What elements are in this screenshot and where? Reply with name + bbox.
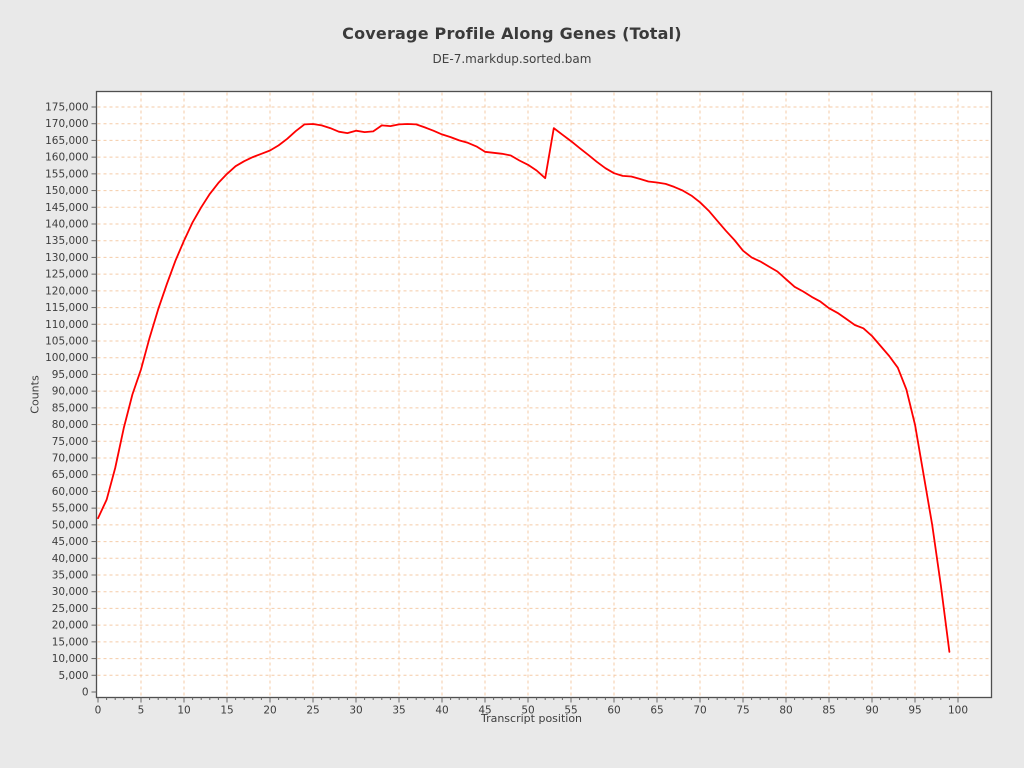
svg-text:150,000: 150,000 xyxy=(45,185,88,197)
svg-text:155,000: 155,000 xyxy=(45,168,88,180)
svg-text:130,000: 130,000 xyxy=(45,252,88,264)
svg-text:135,000: 135,000 xyxy=(45,235,88,247)
svg-text:100: 100 xyxy=(948,705,968,717)
svg-text:175,000: 175,000 xyxy=(45,102,88,114)
svg-text:125,000: 125,000 xyxy=(45,269,88,281)
svg-text:45: 45 xyxy=(478,705,491,717)
svg-text:140,000: 140,000 xyxy=(45,219,88,231)
svg-text:170,000: 170,000 xyxy=(45,118,88,130)
svg-text:15: 15 xyxy=(220,705,233,717)
svg-text:40,000: 40,000 xyxy=(52,553,89,565)
svg-text:90,000: 90,000 xyxy=(52,386,89,398)
svg-text:115,000: 115,000 xyxy=(45,302,88,314)
svg-text:80,000: 80,000 xyxy=(52,419,89,431)
svg-text:35: 35 xyxy=(392,705,405,717)
svg-text:30,000: 30,000 xyxy=(52,586,89,598)
svg-text:70: 70 xyxy=(693,705,706,717)
svg-text:85,000: 85,000 xyxy=(52,402,89,414)
svg-text:0: 0 xyxy=(82,687,89,699)
svg-text:65: 65 xyxy=(650,705,663,717)
svg-text:70,000: 70,000 xyxy=(52,453,89,465)
svg-text:105,000: 105,000 xyxy=(45,336,88,348)
svg-text:75,000: 75,000 xyxy=(52,436,89,448)
svg-text:60: 60 xyxy=(607,705,620,717)
chart-subtitle: DE-7.markdup.sorted.bam xyxy=(432,52,592,66)
svg-text:20: 20 xyxy=(263,705,276,717)
svg-text:30: 30 xyxy=(349,705,362,717)
svg-text:80: 80 xyxy=(779,705,792,717)
svg-text:120,000: 120,000 xyxy=(45,285,88,297)
svg-text:0: 0 xyxy=(95,705,102,717)
svg-text:50,000: 50,000 xyxy=(52,519,89,531)
chart-title: Coverage Profile Along Genes (Total) xyxy=(342,24,682,43)
svg-text:10,000: 10,000 xyxy=(52,653,89,665)
svg-text:85: 85 xyxy=(822,705,835,717)
svg-text:60,000: 60,000 xyxy=(52,486,89,498)
svg-text:95,000: 95,000 xyxy=(52,369,89,381)
svg-text:100,000: 100,000 xyxy=(45,352,88,364)
svg-text:90: 90 xyxy=(865,705,878,717)
svg-text:5: 5 xyxy=(138,705,145,717)
svg-text:25,000: 25,000 xyxy=(52,603,89,615)
svg-text:5,000: 5,000 xyxy=(58,670,88,682)
svg-text:55: 55 xyxy=(564,705,577,717)
svg-text:35,000: 35,000 xyxy=(52,570,89,582)
svg-text:95: 95 xyxy=(908,705,921,717)
svg-text:65,000: 65,000 xyxy=(52,469,89,481)
svg-text:55,000: 55,000 xyxy=(52,503,89,515)
svg-text:75: 75 xyxy=(736,705,749,717)
svg-text:25: 25 xyxy=(306,705,319,717)
svg-text:45,000: 45,000 xyxy=(52,536,89,548)
svg-text:50: 50 xyxy=(521,705,534,717)
x-axis-title: Transcript position xyxy=(480,712,583,725)
svg-text:20,000: 20,000 xyxy=(52,620,89,632)
svg-text:165,000: 165,000 xyxy=(45,135,88,147)
svg-text:40: 40 xyxy=(435,705,448,717)
svg-text:15,000: 15,000 xyxy=(52,636,89,648)
svg-text:110,000: 110,000 xyxy=(45,319,88,331)
svg-text:145,000: 145,000 xyxy=(45,202,88,214)
svg-text:10: 10 xyxy=(177,705,190,717)
svg-text:160,000: 160,000 xyxy=(45,152,88,164)
